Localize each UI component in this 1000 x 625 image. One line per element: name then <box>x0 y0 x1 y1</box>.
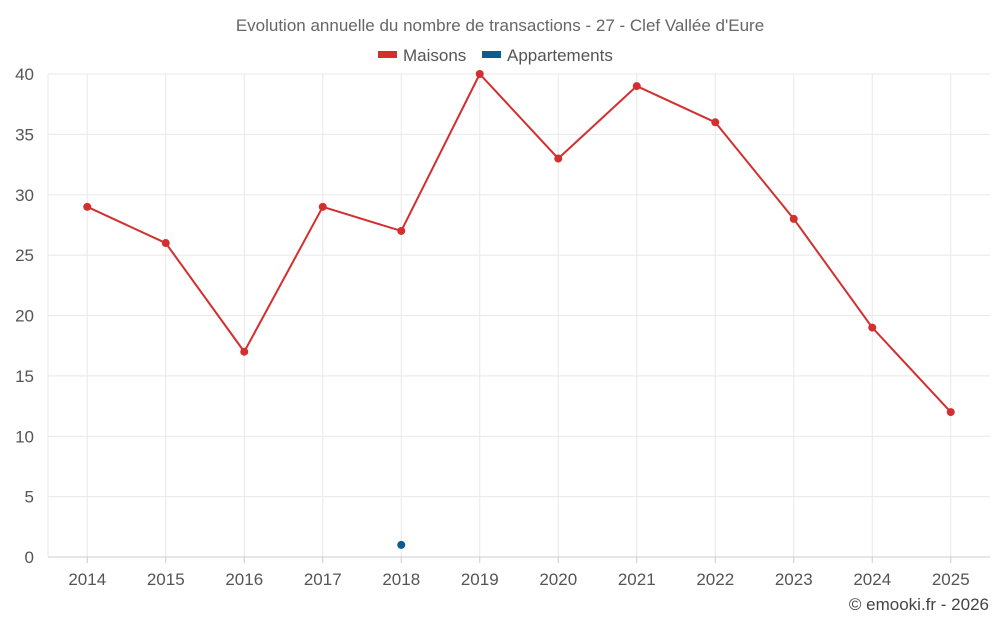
x-tick-label: 2014 <box>68 570 106 589</box>
data-point-appartements-2018[interactable] <box>397 540 406 549</box>
x-tick-label: 2018 <box>382 570 420 589</box>
x-tick-label: 2022 <box>696 570 734 589</box>
y-tick-label: 10 <box>15 427 34 446</box>
x-tick-label: 2020 <box>539 570 577 589</box>
series-layer <box>83 70 955 549</box>
x-tick-label: 2016 <box>225 570 263 589</box>
chart-title: Evolution annuelle du nombre de transact… <box>236 16 764 35</box>
data-point-maisons-2015[interactable] <box>161 239 170 248</box>
data-point-maisons-2023[interactable] <box>789 214 798 223</box>
x-axis-labels: 2014 2015 2016 2017 2018 2019 2020 2021 2022 2023… <box>68 570 969 589</box>
y-axis-labels: 0 5 10 15 20 25 30 35 40 <box>15 65 34 567</box>
data-point-maisons-2019[interactable] <box>475 70 484 78</box>
x-tick-label: 2019 <box>461 570 499 589</box>
credit: © emooki.fr - 2026 <box>849 595 989 614</box>
y-tick-label: 5 <box>25 488 34 507</box>
x-tick-label: 2025 <box>932 570 970 589</box>
legend: Maisons Appartements <box>378 46 613 65</box>
y-tick-label: 0 <box>25 548 34 567</box>
grid <box>48 73 990 557</box>
y-tick-label: 20 <box>15 307 34 326</box>
x-tick-label: 2015 <box>147 570 185 589</box>
data-point-maisons-2025[interactable] <box>946 408 955 417</box>
y-tick-label: 30 <box>15 186 34 205</box>
data-point-maisons-2021[interactable] <box>632 82 641 91</box>
x-tick-label: 2024 <box>853 570 891 589</box>
x-tick-label: 2021 <box>618 570 656 589</box>
y-tick-label: 40 <box>15 65 34 84</box>
legend-swatch-appartements <box>482 51 501 58</box>
data-point-maisons-2014[interactable] <box>83 202 92 211</box>
data-point-maisons-2022[interactable] <box>711 118 720 127</box>
x-tick-label: 2023 <box>775 570 813 589</box>
legend-label-appartements[interactable]: Appartements <box>507 46 613 65</box>
legend-label-maisons[interactable]: Maisons <box>403 46 466 65</box>
y-tick-label: 35 <box>15 125 34 144</box>
data-point-maisons-2016[interactable] <box>240 347 249 356</box>
x-tick-label: 2017 <box>304 570 342 589</box>
data-point-maisons-2018[interactable] <box>397 226 406 235</box>
data-point-maisons-2017[interactable] <box>318 202 327 211</box>
legend-swatch-maisons <box>378 51 397 58</box>
series-line-maisons <box>86 73 952 413</box>
y-tick-label: 15 <box>15 367 34 386</box>
data-point-maisons-2024[interactable] <box>868 323 877 332</box>
axes <box>47 74 990 563</box>
y-tick-label: 25 <box>15 246 34 265</box>
data-point-maisons-2020[interactable] <box>554 154 563 163</box>
